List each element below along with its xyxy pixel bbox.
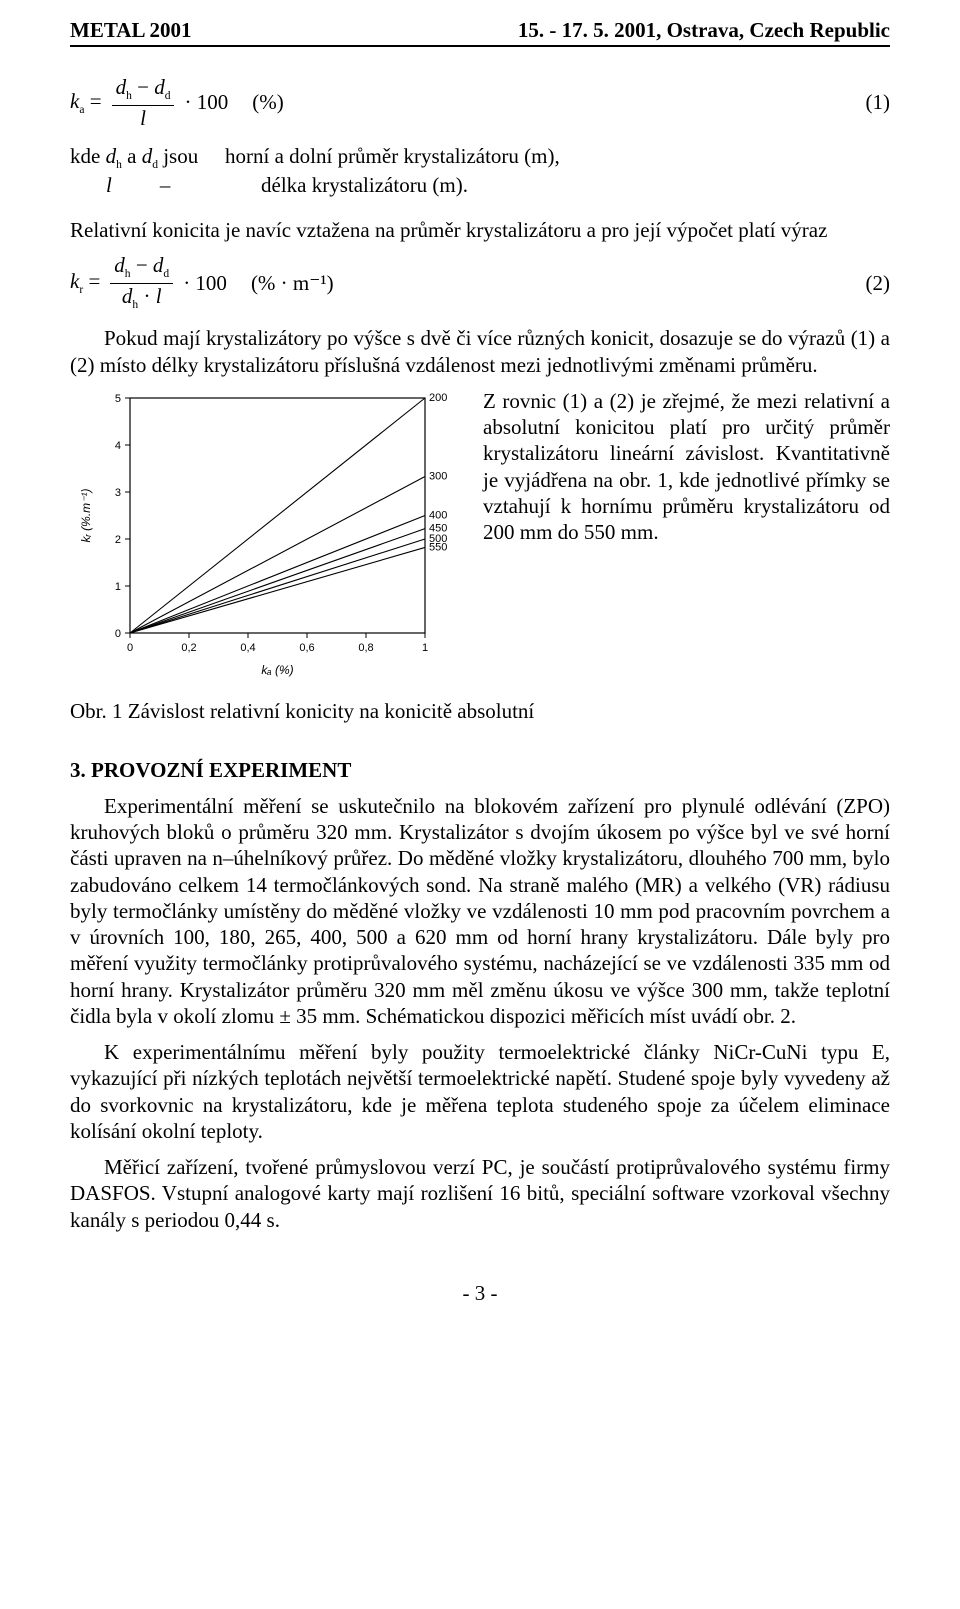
svg-text:300: 300 [429, 470, 447, 482]
svg-text:2: 2 [115, 534, 121, 546]
definitions: kde dh a dd jsou horní a dolní průměr kr… [70, 143, 890, 199]
svg-text:0,2: 0,2 [181, 642, 196, 654]
svg-text:kᵣ (%.m⁻¹): kᵣ (%.m⁻¹) [79, 488, 93, 542]
equation-2-number: (2) [866, 271, 891, 296]
paragraph-2: Pokud mají krystalizátory po výšce s dvě… [70, 325, 890, 378]
svg-text:0,6: 0,6 [299, 642, 314, 654]
section-3-p3: Měřicí zařízení, tvořené průmyslovou ver… [70, 1154, 890, 1233]
section-3-p2: K experimentálnímu měření byly použity t… [70, 1039, 890, 1144]
paragraph-3: Z rovnic (1) a (2) je zřejmé, že mezi re… [483, 388, 890, 546]
svg-text:400: 400 [429, 509, 447, 521]
svg-text:1: 1 [115, 581, 121, 593]
equation-2: kr = dh − dd dh · l · 100 (% · m⁻¹) (2) [70, 255, 890, 311]
header-left: METAL 2001 [70, 18, 192, 43]
page-footer: - 3 - [70, 1281, 890, 1306]
svg-text:3: 3 [115, 487, 121, 499]
svg-text:5: 5 [115, 393, 121, 405]
svg-text:0: 0 [127, 642, 133, 654]
figure-1-caption: Obr. 1 Závislost relativní konicity na k… [70, 699, 890, 724]
svg-text:550: 550 [429, 541, 447, 553]
equation-1-number: (1) [866, 90, 891, 115]
section-3-heading: 3. PROVOZNÍ EXPERIMENT [70, 758, 890, 783]
svg-text:0,4: 0,4 [240, 642, 255, 654]
svg-text:0,8: 0,8 [358, 642, 373, 654]
svg-text:200: 200 [429, 392, 447, 404]
page-header: METAL 2001 15. - 17. 5. 2001, Ostrava, C… [70, 18, 890, 47]
svg-text:0: 0 [115, 628, 121, 640]
equation-1: ka = dh − dd l · 100 (%) (1) [70, 77, 890, 129]
svg-text:1: 1 [422, 642, 428, 654]
header-right: 15. - 17. 5. 2001, Ostrava, Czech Republ… [518, 18, 890, 43]
paragraph-1: Relativní konicita je navíc vztažena na … [70, 217, 890, 243]
svg-text:4: 4 [115, 440, 121, 452]
svg-text:kₐ (%): kₐ (%) [261, 663, 293, 677]
figure-1-chart: 00,20,40,60,81012345200300400450500550kₐ… [70, 388, 465, 693]
section-3-p1: Experimentální měření se uskutečnilo na … [70, 793, 890, 1029]
